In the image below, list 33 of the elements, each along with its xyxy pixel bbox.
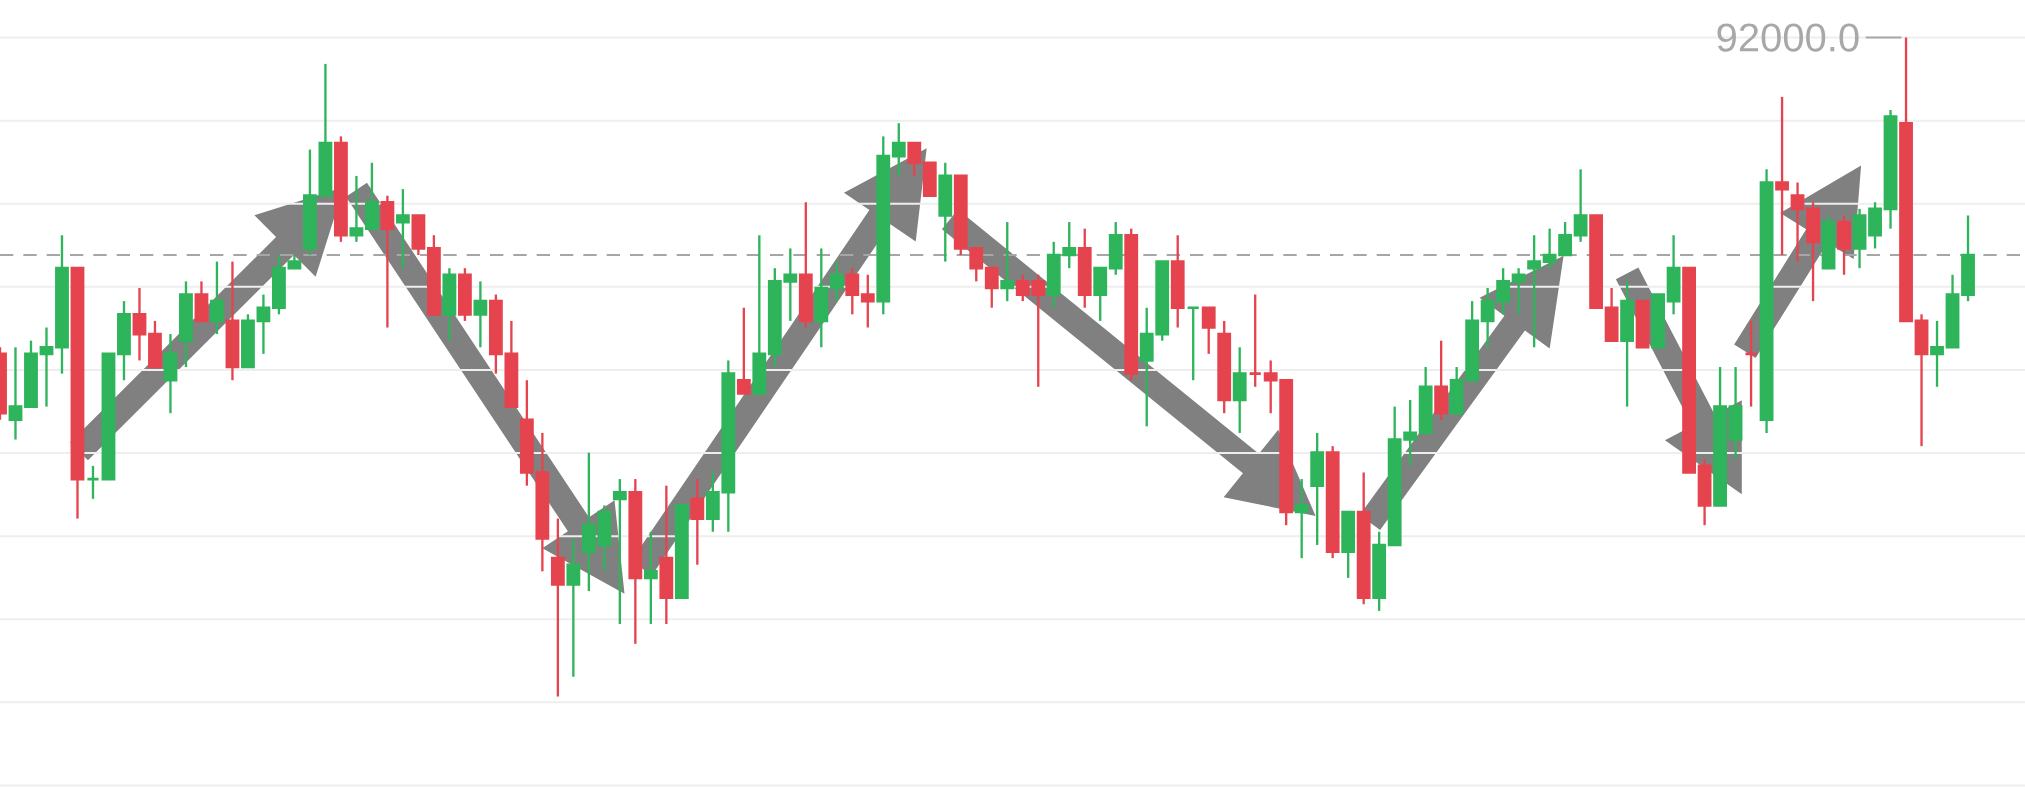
candlestick [473, 280, 488, 349]
candlestick [1248, 293, 1263, 388]
candlestick [845, 267, 860, 316]
candlestick [907, 141, 922, 178]
annotation: 92000.0 [1717, 23, 1859, 52]
candlestick [566, 537, 581, 678]
candlestick [1744, 319, 1758, 408]
candlestick [39, 326, 54, 408]
candlestick [1573, 168, 1588, 243]
candlestick [643, 530, 658, 626]
candlestick [210, 260, 224, 336]
candlestick [132, 286, 147, 362]
candlestick [86, 464, 100, 500]
candlestick [1186, 306, 1201, 382]
candlestick [1527, 234, 1542, 349]
candlestick [984, 266, 999, 309]
candlestick [736, 306, 751, 395]
candlestick [612, 477, 627, 626]
candlestick [8, 346, 23, 441]
candlestick [1294, 477, 1309, 560]
candlestick [829, 260, 844, 303]
candlestick [1511, 267, 1526, 316]
candlestick [349, 174, 364, 243]
candlestick [891, 122, 906, 178]
candlestick [1775, 95, 1789, 257]
candlestick [395, 187, 410, 270]
candlestick [256, 293, 271, 356]
candlestick [1930, 319, 1944, 388]
candlestick [1201, 306, 1216, 356]
candlestick [860, 273, 875, 329]
candlestick [1790, 181, 1805, 263]
candlestick [690, 477, 705, 566]
candlestick [1000, 220, 1015, 303]
